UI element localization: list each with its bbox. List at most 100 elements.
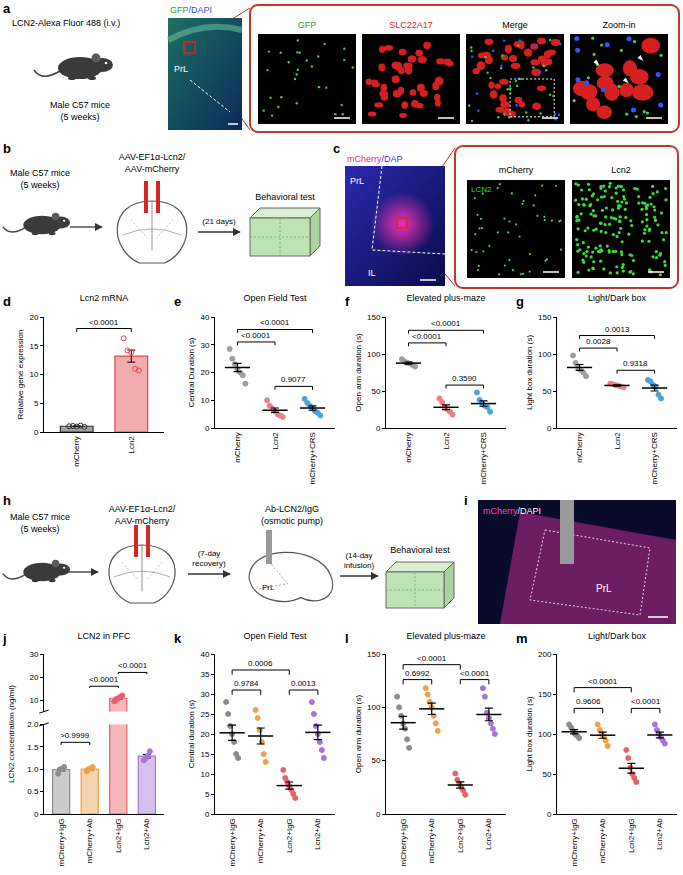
svg-text:mCherry: mCherry: [233, 432, 242, 463]
svg-text:<0.0001: <0.0001: [260, 318, 290, 327]
svg-text:50: 50: [542, 387, 551, 396]
svg-text:AAV-mCherry: AAV-mCherry: [125, 164, 180, 174]
svg-text:PrL: PrL: [596, 583, 612, 594]
svg-text:mCherry+IgG: mCherry+IgG: [399, 818, 408, 866]
svg-text:10: 10: [29, 370, 38, 379]
svg-text:15: 15: [200, 750, 209, 759]
svg-text:Lcn2+IgG: Lcn2+IgG: [627, 818, 636, 853]
svg-text:(5 weeks): (5 weeks): [20, 180, 59, 190]
svg-text:Light box duration (s): Light box duration (s): [525, 696, 534, 771]
svg-text:Light/Dark box: Light/Dark box: [588, 631, 647, 641]
svg-text:Lcn2: Lcn2: [271, 432, 280, 450]
svg-text:Lcn2: Lcn2: [127, 436, 136, 454]
svg-text:c: c: [333, 141, 340, 156]
svg-text:Lcn2+IgG: Lcn2+IgG: [456, 818, 465, 853]
svg-text:15: 15: [29, 342, 38, 351]
svg-text:(5 weeks): (5 weeks): [20, 524, 59, 534]
svg-text:Zoom-in: Zoom-in: [602, 20, 635, 30]
svg-text:<0.0001: <0.0001: [460, 669, 490, 678]
svg-text:5: 5: [205, 790, 210, 799]
svg-text:GFP/DAPI: GFP/DAPI: [170, 5, 212, 15]
svg-text:Male C57 mice: Male C57 mice: [10, 512, 70, 522]
svg-text:Central Duration (s): Central Duration (s): [187, 337, 196, 407]
svg-text:IL: IL: [368, 268, 376, 278]
svg-text:mCherry+IgG: mCherry+IgG: [57, 818, 66, 866]
svg-text:Lcn2: Lcn2: [442, 432, 451, 450]
svg-text:Central duration (s): Central duration (s): [187, 699, 196, 768]
svg-text:10: 10: [200, 396, 209, 405]
svg-text:0.0013: 0.0013: [605, 325, 630, 334]
svg-text:mCherry+CRS: mCherry+CRS: [479, 432, 488, 484]
svg-text:0: 0: [547, 424, 552, 433]
svg-text:mCherry+Ab: mCherry+Ab: [256, 818, 265, 864]
svg-text:Lcn2+IgG: Lcn2+IgG: [285, 818, 294, 853]
svg-text:<0.0001: <0.0001: [89, 318, 119, 327]
svg-text:0: 0: [376, 424, 381, 433]
svg-text:10: 10: [29, 696, 38, 705]
svg-text:AAV-EF1α-Lcn2/: AAV-EF1α-Lcn2/: [109, 504, 176, 514]
svg-text:mCherry+Ab: mCherry+Ab: [427, 818, 436, 864]
svg-text:50: 50: [371, 387, 380, 396]
svg-text:PrL: PrL: [262, 583, 275, 592]
svg-text:mCherry+CRS: mCherry+CRS: [650, 432, 659, 484]
svg-text:Lcn2 mRNA: Lcn2 mRNA: [80, 293, 129, 303]
svg-text:PrL: PrL: [350, 176, 364, 186]
svg-text:<0.0001: <0.0001: [588, 677, 618, 686]
svg-text:40: 40: [200, 313, 209, 322]
svg-text:mCherry+IgG: mCherry+IgG: [228, 818, 237, 866]
svg-text:20: 20: [29, 673, 38, 682]
svg-text:(14-day: (14-day: [345, 551, 372, 560]
svg-text:infusion): infusion): [344, 561, 375, 570]
svg-text:LCN2-Alexa Fluor 488 (i.v.): LCN2-Alexa Fluor 488 (i.v.): [12, 18, 120, 28]
svg-text:0.6992: 0.6992: [405, 669, 430, 678]
svg-text:0.9077: 0.9077: [281, 375, 306, 384]
svg-text:Open arm duration (s): Open arm duration (s): [354, 333, 363, 412]
svg-text:35: 35: [200, 670, 209, 679]
svg-text:Elevated plus-maze: Elevated plus-maze: [406, 293, 485, 303]
svg-text:Lcn2+Ab: Lcn2+Ab: [655, 818, 664, 850]
svg-text:GFP: GFP: [298, 20, 317, 30]
svg-text:<0.0001: <0.0001: [118, 661, 148, 670]
svg-text:1.5: 1.5: [27, 743, 39, 752]
svg-text:0: 0: [205, 424, 210, 433]
svg-text:mCherry: mCherry: [404, 432, 413, 463]
svg-text:Relative gene expression: Relative gene expression: [16, 330, 25, 420]
svg-text:30: 30: [200, 690, 209, 699]
svg-text:mCherry/DAPI: mCherry/DAPI: [483, 506, 541, 516]
svg-text:(osmotic pump): (osmotic pump): [261, 516, 323, 526]
svg-text:LCN2: LCN2: [471, 185, 492, 194]
svg-text:0.9606: 0.9606: [576, 697, 601, 706]
svg-text:Elevated plus-maze: Elevated plus-maze: [406, 631, 485, 641]
svg-text:2.0: 2.0: [27, 720, 39, 729]
svg-text:Open Field Test: Open Field Test: [244, 631, 307, 641]
svg-text:0.0013: 0.0013: [291, 679, 316, 688]
svg-text:Lcn2+IgG: Lcn2+IgG: [114, 818, 123, 853]
svg-text:Behavioral test: Behavioral test: [390, 545, 450, 555]
svg-text:<0.0001: <0.0001: [412, 332, 442, 341]
svg-text:0.3590: 0.3590: [452, 374, 477, 383]
svg-text:30: 30: [200, 341, 209, 350]
svg-text:0.9784: 0.9784: [234, 679, 259, 688]
svg-text:mCherry/DAP: mCherry/DAP: [347, 154, 403, 164]
svg-text:Behavioral test: Behavioral test: [255, 192, 315, 202]
svg-text:Lcn2: Lcn2: [611, 165, 631, 175]
svg-text:Ab-LCN2/IgG: Ab-LCN2/IgG: [265, 504, 319, 514]
svg-text:SLC22A17: SLC22A17: [389, 20, 433, 30]
svg-text:Lcn2+Ab: Lcn2+Ab: [142, 818, 151, 850]
svg-text:(21 days): (21 days): [202, 217, 236, 226]
svg-text:40: 40: [200, 650, 209, 659]
svg-text:0: 0: [34, 810, 39, 819]
svg-text:5: 5: [34, 399, 39, 408]
svg-text:Lcn2+Ab: Lcn2+Ab: [313, 818, 322, 850]
svg-text:100: 100: [367, 703, 381, 712]
svg-text:recovery): recovery): [192, 559, 226, 568]
svg-text:Merge: Merge: [502, 20, 528, 30]
svg-text:LCN2 in PFC: LCN2 in PFC: [77, 631, 131, 641]
svg-text:0: 0: [547, 810, 552, 819]
svg-text:50: 50: [542, 770, 551, 779]
svg-text:AAV-mCherry: AAV-mCherry: [115, 516, 170, 526]
svg-text:0: 0: [376, 810, 381, 819]
svg-text:1.0: 1.0: [27, 765, 39, 774]
svg-text:0.5: 0.5: [27, 787, 39, 796]
svg-text:mCherry: mCherry: [575, 432, 584, 463]
